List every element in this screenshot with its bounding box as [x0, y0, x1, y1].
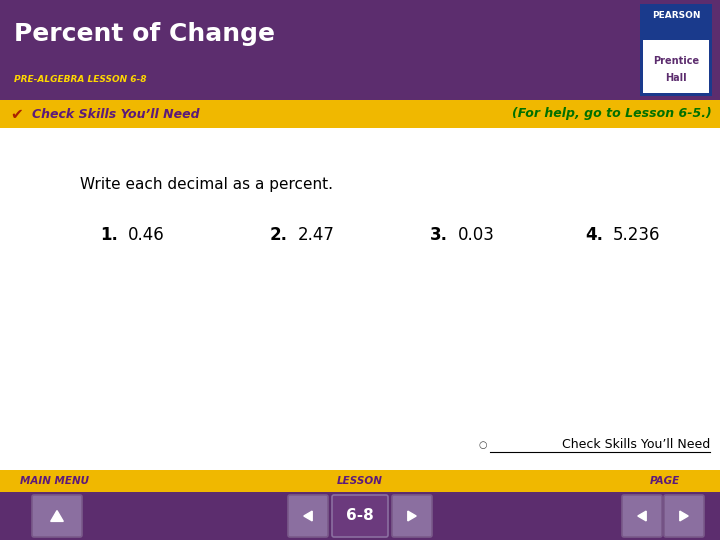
Polygon shape — [408, 511, 416, 521]
Polygon shape — [680, 511, 688, 521]
Bar — [0, 492, 720, 540]
Polygon shape — [50, 511, 63, 522]
Text: 2.: 2. — [270, 226, 288, 244]
Text: 0.46: 0.46 — [128, 226, 165, 244]
FancyBboxPatch shape — [622, 495, 662, 537]
Bar — [0, 100, 720, 128]
Text: LESSON: LESSON — [337, 476, 383, 486]
FancyBboxPatch shape — [392, 495, 432, 537]
Bar — [0, 470, 720, 492]
Polygon shape — [638, 511, 647, 521]
Text: 0.03: 0.03 — [458, 226, 495, 244]
Text: Prentice: Prentice — [653, 56, 699, 66]
Text: PAGE: PAGE — [650, 476, 680, 486]
Text: 1.: 1. — [100, 226, 118, 244]
Text: 6-8: 6-8 — [346, 509, 374, 523]
Text: PRE-ALGEBRA LESSON 6-8: PRE-ALGEBRA LESSON 6-8 — [14, 76, 146, 84]
Text: 2.47: 2.47 — [298, 226, 335, 244]
Text: MAIN MENU: MAIN MENU — [20, 476, 89, 486]
Text: Hall: Hall — [665, 73, 687, 83]
Text: 3.: 3. — [430, 226, 448, 244]
Bar — [643, 39, 709, 93]
Text: (For help, go to Lesson 6-5.): (For help, go to Lesson 6-5.) — [512, 107, 712, 120]
FancyBboxPatch shape — [32, 495, 82, 537]
FancyBboxPatch shape — [664, 495, 704, 537]
Bar — [640, 4, 712, 96]
Text: Percent of Change: Percent of Change — [14, 22, 275, 46]
Bar — [0, 0, 720, 100]
Text: Write each decimal as a percent.: Write each decimal as a percent. — [80, 178, 333, 192]
Text: 4.: 4. — [585, 226, 603, 244]
Text: Check Skills You’ll Need: Check Skills You’ll Need — [32, 107, 199, 120]
Text: 5.236: 5.236 — [613, 226, 660, 244]
FancyBboxPatch shape — [332, 495, 388, 537]
Text: PEARSON: PEARSON — [652, 11, 701, 21]
FancyBboxPatch shape — [288, 495, 328, 537]
Text: Check Skills You’ll Need: Check Skills You’ll Need — [562, 438, 710, 451]
Text: ✔: ✔ — [10, 106, 23, 122]
Text: ○: ○ — [479, 440, 487, 450]
Polygon shape — [304, 511, 312, 521]
